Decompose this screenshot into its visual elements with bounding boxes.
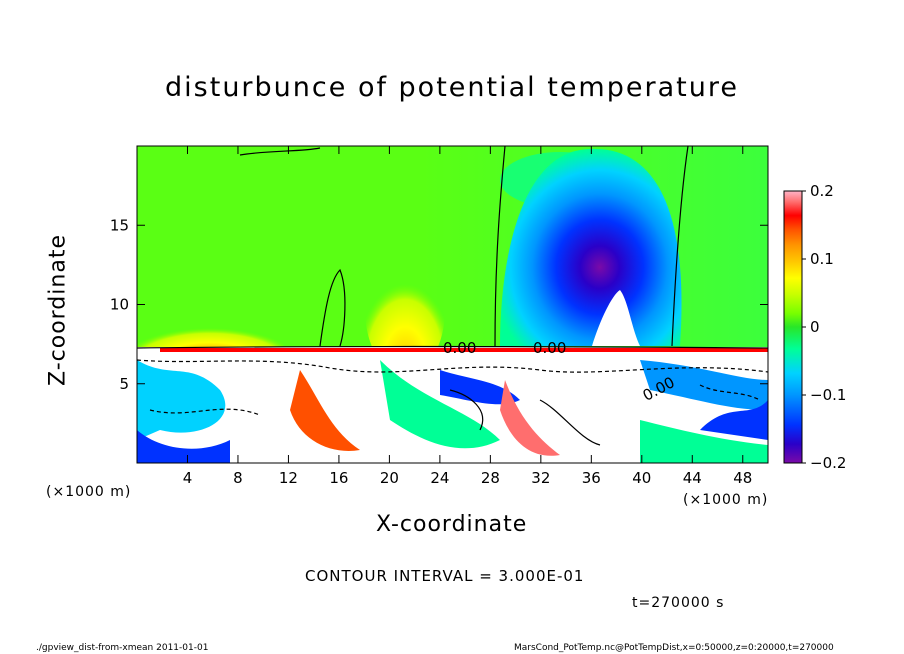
x-tick-label: 40 [632,469,651,487]
chart-title: disturbunce of potential temperature [165,72,739,103]
contour-label: 0.00 [443,339,477,357]
x-tick-label: 48 [733,469,752,487]
y-axis: 5 10 15 [110,216,768,393]
x-tick-label: 4 [183,469,193,487]
x-tick-label: 24 [430,469,449,487]
x-tick-label: 20 [380,469,399,487]
colorbar-tick-label: 0 [810,318,820,336]
colorbar-tick-label: −0.1 [810,386,846,404]
colorbar-ticks: 0.2 0.1 0 −0.1 −0.2 [802,182,846,472]
y-tick-label: 5 [119,375,129,393]
x-tick-label: 8 [233,469,243,487]
x-tick-label: 16 [329,469,348,487]
colorbar [783,190,803,464]
colorbar-tick-label: −0.2 [810,454,846,472]
x-tick-label: 32 [531,469,550,487]
x-tick-label: 44 [683,469,702,487]
heatmap-field [137,146,768,463]
colorbar-tick-label: 0.2 [810,182,834,200]
x-unit-right: (×1000 m) [683,492,769,508]
colorbar-tick-label: 0.1 [810,250,834,268]
x-tick-label: 36 [582,469,601,487]
x-tick-label: 12 [279,469,298,487]
x-axis: 4 8 12 16 20 24 28 32 36 40 44 48 [183,146,752,487]
x-unit-left: (×1000 m) [46,484,132,500]
y-axis-label: Z-coordinate [45,234,71,386]
y-tick-label: 15 [110,216,129,234]
contour-interval: CONTOUR INTERVAL = 3.000E-01 [305,567,585,585]
footer-left: ./gpview_dist-from-xmean 2011-01-01 [36,643,209,653]
time-label: t=270000 s [632,595,725,611]
contour-lines [137,146,768,446]
footer-right: MarsCond_PotTemp.nc@PotTempDist,x=0:5000… [514,643,834,653]
x-tick-label: 28 [481,469,500,487]
y-tick-label: 10 [110,296,129,314]
x-axis-label: X-coordinate [376,512,528,537]
contour-label: 0.00 [533,339,567,357]
